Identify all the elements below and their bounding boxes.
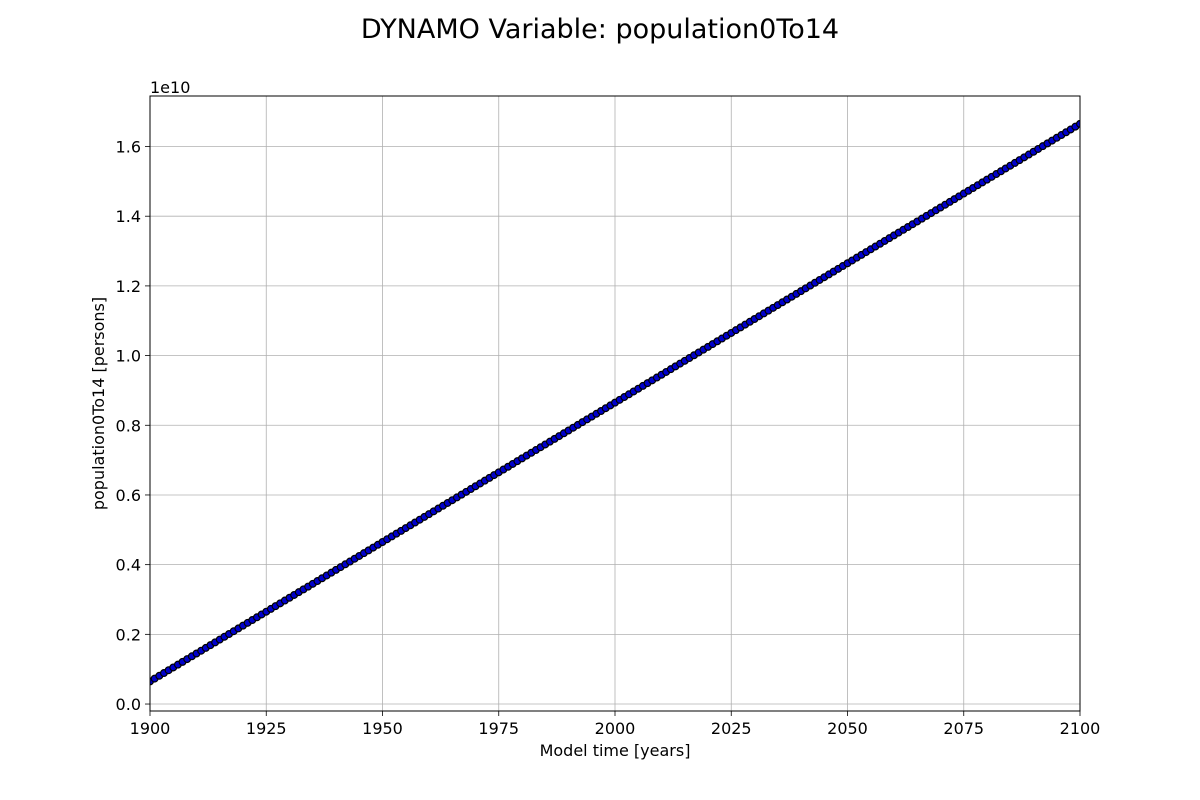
y-tick-label: 0.4 bbox=[116, 556, 141, 575]
y-offset-label: 1e10 bbox=[150, 78, 190, 97]
x-tick-label: 1900 bbox=[130, 719, 171, 738]
series-layer bbox=[150, 119, 1080, 686]
chart-title: DYNAMO Variable: population0To14 bbox=[361, 14, 839, 45]
x-tick-label: 1925 bbox=[246, 719, 287, 738]
x-tick-label: 2100 bbox=[1060, 719, 1101, 738]
y-tick-label: 0.8 bbox=[116, 416, 141, 435]
x-tick-label: 2000 bbox=[595, 719, 636, 738]
plot-frame bbox=[149, 95, 1081, 712]
y-tick-label: 0.2 bbox=[116, 625, 141, 644]
ticks: 1900 1925 1950 1975 2000 2025 2050 2075 2100 0.0 0… bbox=[116, 138, 1101, 738]
y-tick-label: 0.0 bbox=[116, 695, 141, 714]
x-tick-label: 1950 bbox=[362, 719, 403, 738]
y-tick-label: 1.6 bbox=[116, 138, 141, 157]
x-axis-label: Model time [years] bbox=[540, 741, 691, 760]
y-tick-label: 1.2 bbox=[116, 277, 141, 296]
series-group bbox=[150, 119, 1080, 686]
x-tick-label: 1975 bbox=[478, 719, 519, 738]
y-axis-label: population0To14 [persons] bbox=[89, 297, 108, 510]
y-tick-label: 0.6 bbox=[116, 486, 141, 505]
y-tick-label: 1.4 bbox=[116, 207, 141, 226]
grid bbox=[149, 96, 1081, 711]
x-tick-label: 2025 bbox=[711, 719, 752, 738]
x-tick-label: 2075 bbox=[943, 719, 984, 738]
y-tick-label: 1.0 bbox=[116, 347, 141, 366]
x-tick-label: 2050 bbox=[827, 719, 868, 738]
